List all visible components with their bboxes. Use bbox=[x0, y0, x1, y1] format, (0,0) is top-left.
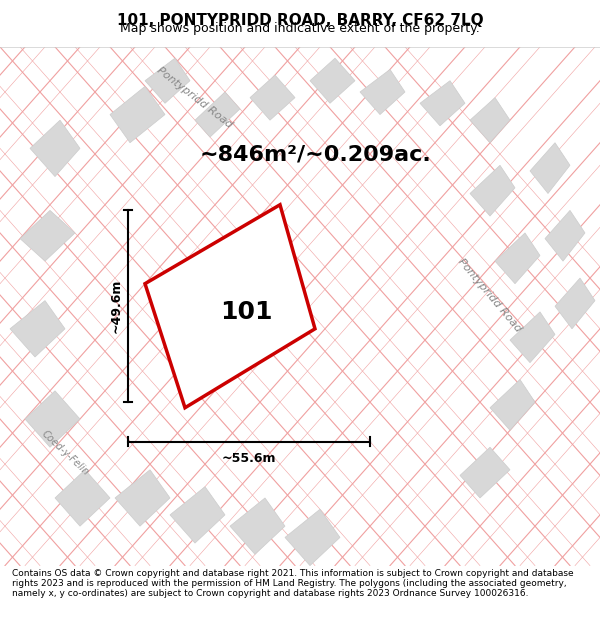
Polygon shape bbox=[285, 509, 340, 566]
Polygon shape bbox=[145, 205, 315, 408]
Polygon shape bbox=[460, 448, 510, 498]
Polygon shape bbox=[170, 487, 225, 543]
Text: 101, PONTYPRIDD ROAD, BARRY, CF62 7LQ: 101, PONTYPRIDD ROAD, BARRY, CF62 7LQ bbox=[116, 13, 484, 28]
Text: Pontypridd Road: Pontypridd Road bbox=[155, 65, 235, 130]
Polygon shape bbox=[145, 58, 190, 103]
Polygon shape bbox=[55, 470, 110, 526]
Polygon shape bbox=[360, 69, 405, 114]
Text: ~846m²/~0.209ac.: ~846m²/~0.209ac. bbox=[200, 144, 432, 164]
Polygon shape bbox=[545, 211, 585, 261]
Polygon shape bbox=[30, 120, 80, 176]
Polygon shape bbox=[25, 391, 80, 448]
Polygon shape bbox=[555, 278, 595, 329]
Polygon shape bbox=[230, 498, 285, 554]
Text: Map shows position and indicative extent of the property.: Map shows position and indicative extent… bbox=[120, 22, 480, 35]
Text: 101: 101 bbox=[220, 300, 272, 324]
Text: Contains OS data © Crown copyright and database right 2021. This information is : Contains OS data © Crown copyright and d… bbox=[12, 569, 574, 598]
Polygon shape bbox=[115, 470, 170, 526]
Text: Coed-y-Felin: Coed-y-Felin bbox=[40, 429, 91, 477]
Polygon shape bbox=[530, 142, 570, 194]
Text: ~49.6m: ~49.6m bbox=[110, 279, 122, 334]
Polygon shape bbox=[495, 233, 540, 284]
Polygon shape bbox=[470, 165, 515, 216]
Polygon shape bbox=[10, 301, 65, 357]
Polygon shape bbox=[195, 92, 240, 137]
Polygon shape bbox=[510, 312, 555, 362]
Polygon shape bbox=[470, 98, 510, 142]
Polygon shape bbox=[420, 81, 465, 126]
Polygon shape bbox=[490, 379, 535, 430]
Polygon shape bbox=[310, 58, 355, 103]
Polygon shape bbox=[20, 211, 75, 261]
Text: Pontypridd Road: Pontypridd Road bbox=[457, 256, 524, 334]
Polygon shape bbox=[110, 86, 165, 142]
Polygon shape bbox=[250, 75, 295, 120]
Text: ~55.6m: ~55.6m bbox=[222, 452, 276, 465]
